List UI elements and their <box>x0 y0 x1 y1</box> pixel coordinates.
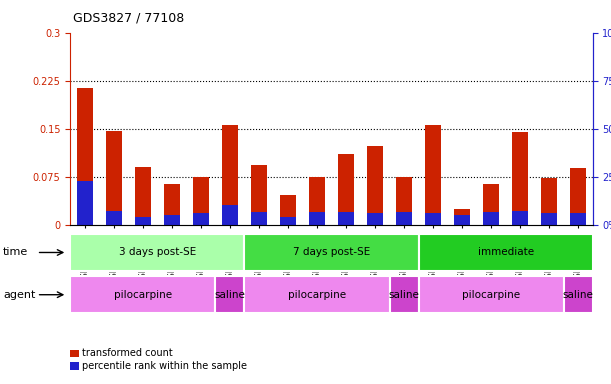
Bar <box>106 210 122 225</box>
Text: pilocarpine: pilocarpine <box>114 290 172 300</box>
Bar <box>570 168 586 225</box>
Bar <box>106 131 122 225</box>
Text: 7 days post-SE: 7 days post-SE <box>293 247 370 258</box>
Bar <box>164 215 180 225</box>
Bar <box>425 213 441 225</box>
Bar <box>193 213 209 225</box>
Bar <box>338 154 354 225</box>
Bar <box>222 126 238 225</box>
Bar <box>216 276 244 313</box>
Bar <box>77 88 93 225</box>
Bar <box>454 209 470 225</box>
Text: agent: agent <box>3 290 35 300</box>
Bar <box>244 234 419 271</box>
Bar <box>396 212 412 225</box>
Bar <box>164 184 180 225</box>
Bar <box>454 215 470 225</box>
Bar <box>193 177 209 225</box>
Text: saline: saline <box>214 290 246 300</box>
Bar <box>280 217 296 225</box>
Bar <box>338 212 354 225</box>
Bar <box>419 234 593 271</box>
Bar <box>222 205 238 225</box>
Legend: transformed count, percentile rank within the sample: transformed count, percentile rank withi… <box>66 344 251 375</box>
Bar <box>483 212 499 225</box>
Text: pilocarpine: pilocarpine <box>462 290 520 300</box>
Bar <box>135 167 151 225</box>
Bar <box>309 212 325 225</box>
Text: saline: saline <box>563 290 594 300</box>
Bar <box>483 184 499 225</box>
Bar <box>563 276 593 313</box>
Bar <box>251 165 267 225</box>
Text: saline: saline <box>389 290 420 300</box>
Bar <box>135 217 151 225</box>
Bar <box>390 276 419 313</box>
Bar <box>425 126 441 225</box>
Bar <box>367 213 383 225</box>
Bar <box>280 195 296 225</box>
Bar <box>541 178 557 225</box>
Bar <box>244 276 390 313</box>
Bar <box>70 276 216 313</box>
Bar <box>512 210 528 225</box>
Bar <box>541 213 557 225</box>
Bar <box>570 213 586 225</box>
Bar <box>396 177 412 225</box>
Text: pilocarpine: pilocarpine <box>288 290 346 300</box>
Text: GDS3827 / 77108: GDS3827 / 77108 <box>73 12 185 25</box>
Text: 3 days post-SE: 3 days post-SE <box>119 247 196 258</box>
Bar <box>419 276 563 313</box>
Bar <box>367 146 383 225</box>
Text: immediate: immediate <box>478 247 533 258</box>
Bar <box>70 234 244 271</box>
Bar <box>512 132 528 225</box>
Bar <box>309 177 325 225</box>
Text: time: time <box>3 247 28 258</box>
Bar <box>251 212 267 225</box>
Bar <box>77 181 93 225</box>
